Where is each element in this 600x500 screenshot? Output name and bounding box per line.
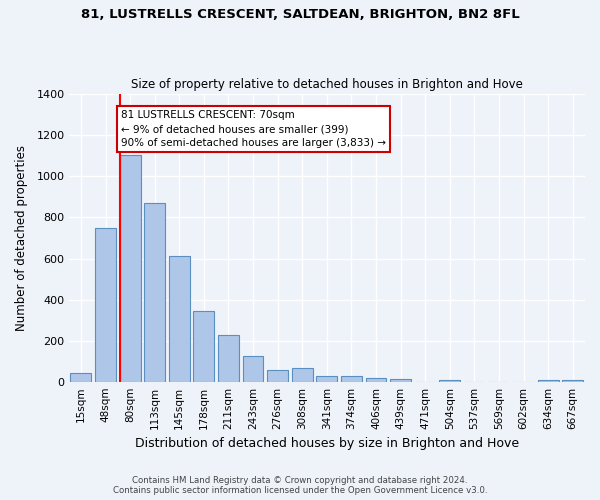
Bar [316, 376, 337, 382]
Text: 81, LUSTRELLS CRESCENT, SALTDEAN, BRIGHTON, BN2 8FL: 81, LUSTRELLS CRESCENT, SALTDEAN, BRIGHT… [80, 8, 520, 20]
Text: Contains HM Land Registry data © Crown copyright and database right 2024.
Contai: Contains HM Land Registry data © Crown c… [113, 476, 487, 495]
Bar [193, 311, 214, 382]
Bar [292, 368, 313, 382]
Bar [242, 356, 263, 382]
Bar [119, 156, 140, 382]
Y-axis label: Number of detached properties: Number of detached properties [15, 145, 28, 331]
Bar [390, 380, 411, 382]
X-axis label: Distribution of detached houses by size in Brighton and Hove: Distribution of detached houses by size … [135, 437, 519, 450]
Text: 81 LUSTRELLS CRESCENT: 70sqm
← 9% of detached houses are smaller (399)
90% of se: 81 LUSTRELLS CRESCENT: 70sqm ← 9% of det… [121, 110, 386, 148]
Bar [169, 256, 190, 382]
Bar [144, 203, 165, 382]
Bar [218, 336, 239, 382]
Bar [70, 372, 91, 382]
Bar [267, 370, 288, 382]
Bar [365, 378, 386, 382]
Bar [538, 380, 559, 382]
Title: Size of property relative to detached houses in Brighton and Hove: Size of property relative to detached ho… [131, 78, 523, 91]
Bar [562, 380, 583, 382]
Bar [439, 380, 460, 382]
Bar [341, 376, 362, 382]
Bar [95, 228, 116, 382]
